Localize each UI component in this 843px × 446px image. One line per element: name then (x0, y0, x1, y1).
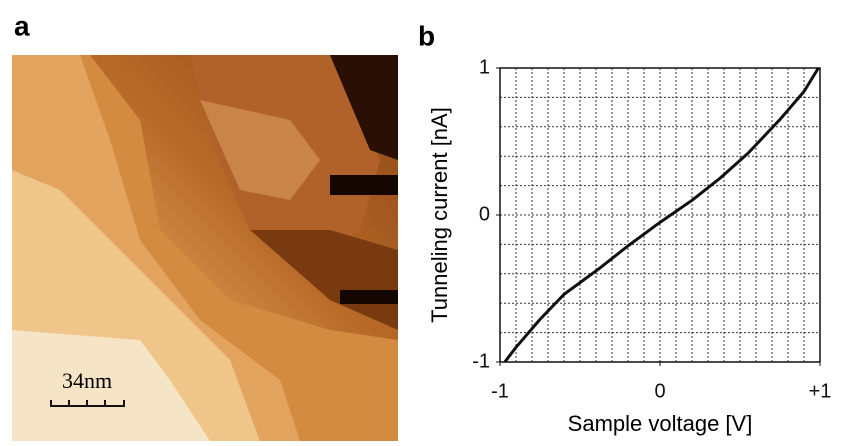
y-axis-label: Tunneling current [nA] (427, 107, 452, 323)
x-tick-label: +1 (809, 380, 832, 402)
scale-bar-label: 34nm (62, 368, 112, 393)
x-axis-label: Sample voltage [V] (568, 411, 753, 436)
stm-image (12, 55, 398, 441)
x-tick-label: -1 (491, 380, 509, 402)
panel-label: b (418, 20, 435, 51)
x-tick-label: 0 (654, 380, 665, 402)
y-tick-label: 1 (479, 56, 490, 78)
y-tick-label: -1 (472, 350, 490, 372)
scale-bar (50, 400, 125, 407)
iv-curve (503, 67, 820, 363)
y-tick-label: 0 (479, 203, 490, 225)
panel-label: a (14, 10, 30, 41)
